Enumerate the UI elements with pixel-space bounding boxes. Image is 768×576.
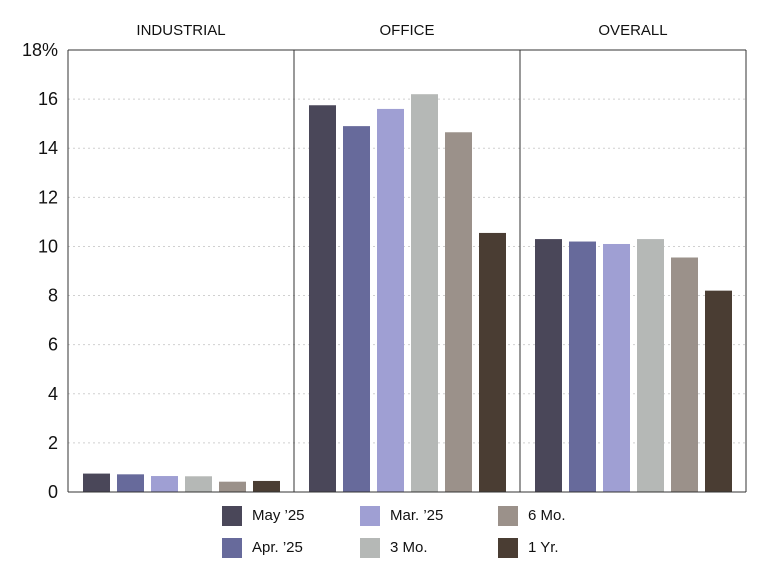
bar-overall-3-mo	[637, 239, 664, 492]
legend-swatch-6-mo	[498, 506, 518, 526]
legend-swatch-apr-25	[222, 538, 242, 558]
y-tick-label: 10	[38, 236, 58, 256]
y-tick-label: 12	[38, 187, 58, 207]
y-tick-label: 2	[48, 433, 58, 453]
y-tick-label: 0	[48, 482, 58, 502]
bar-industrial-may-25	[83, 473, 110, 492]
legend-label-may-25: May ’25	[252, 507, 305, 524]
bar-office-apr-25	[343, 126, 370, 492]
bar-overall-6-mo	[671, 257, 698, 492]
y-tick-label: 4	[48, 384, 58, 404]
y-tick-label: 18%	[22, 40, 58, 60]
legend-item-may-25: May ’25	[222, 506, 305, 526]
legend-swatch-1-yr	[498, 538, 518, 558]
bar-industrial-mar-25	[151, 476, 178, 492]
bar-industrial-apr-25	[117, 474, 144, 492]
bar-overall-mar-25	[603, 243, 630, 492]
bar-office-3-mo	[411, 94, 438, 492]
panel-title-office: OFFICE	[380, 22, 435, 39]
bar-office-1-yr	[479, 232, 506, 492]
legend-label-1-yr: 1 Yr.	[528, 539, 559, 556]
bar-industrial-6-mo	[219, 481, 246, 492]
bar-overall-1-yr	[705, 290, 732, 492]
bar-industrial-1-yr	[253, 480, 280, 492]
bar-overall-may-25	[535, 239, 562, 492]
panel-title-industrial: INDUSTRIAL	[136, 22, 225, 39]
y-tick-label: 16	[38, 89, 58, 109]
y-tick-label: 6	[48, 335, 58, 355]
legend-swatch-may-25	[222, 506, 242, 526]
legend-label-apr-25: Apr. ’25	[252, 539, 303, 556]
bar-office-may-25	[309, 105, 336, 492]
legend-label-mar-25: Mar. ’25	[390, 507, 444, 524]
bar-office-mar-25	[377, 108, 404, 492]
y-tick-label: 14	[38, 138, 58, 158]
y-tick-label: 8	[48, 286, 58, 306]
bar-industrial-3-mo	[185, 476, 212, 492]
legend-swatch-mar-25	[360, 506, 380, 526]
panel-title-overall: OVERALL	[598, 22, 667, 39]
legend-item-3-mo: 3 Mo.	[360, 538, 428, 558]
legend-label-3-mo: 3 Mo.	[390, 539, 428, 556]
legend-item-apr-25: Apr. ’25	[222, 538, 303, 558]
legend-item-6-mo: 6 Mo.	[498, 506, 566, 526]
bar-office-6-mo	[445, 132, 472, 492]
legend-item-1-yr: 1 Yr.	[498, 538, 559, 558]
legend-label-6-mo: 6 Mo.	[528, 507, 566, 524]
bar-overall-apr-25	[569, 241, 596, 492]
legend-item-mar-25: Mar. ’25	[360, 506, 443, 526]
legend: May ’25 Apr. ’25 Mar. ’25 3 Mo. 6 Mo. 1 …	[222, 506, 642, 568]
legend-swatch-3-mo	[360, 538, 380, 558]
